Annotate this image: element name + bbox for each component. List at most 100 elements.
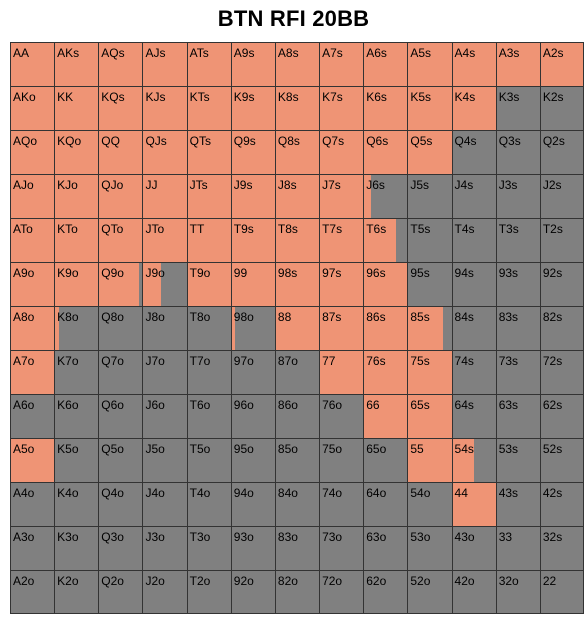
hand-cell-KQo: KQo bbox=[54, 130, 98, 174]
hand-cell-A8s: A8s bbox=[275, 42, 319, 86]
hand-cell-74o: 74o bbox=[319, 482, 363, 526]
hand-label: Q5o bbox=[101, 442, 124, 456]
hand-cell-J6s: J6s bbox=[363, 174, 407, 218]
hand-cell-52o: 52o bbox=[407, 570, 451, 614]
hand-cell-QQ: QQ bbox=[98, 130, 142, 174]
hand-cell-99: 99 bbox=[231, 262, 275, 306]
hand-cell-64o: 64o bbox=[363, 482, 407, 526]
hand-label: A2o bbox=[13, 574, 34, 588]
hand-cell-K7o: K7o bbox=[54, 350, 98, 394]
hand-label: Q2s bbox=[543, 134, 565, 148]
hand-label: JTo bbox=[145, 222, 164, 236]
hand-cell-T2s: T2s bbox=[540, 218, 584, 262]
hand-cell-J4s: J4s bbox=[452, 174, 496, 218]
hand-label: K3s bbox=[499, 90, 520, 104]
hand-cell-J4o: J4o bbox=[142, 482, 186, 526]
hand-label: KJs bbox=[145, 90, 165, 104]
hand-label: QQ bbox=[101, 134, 120, 148]
hand-cell-ATs: ATs bbox=[187, 42, 231, 86]
hand-cell-74s: 74s bbox=[452, 350, 496, 394]
hand-label: AQo bbox=[13, 134, 37, 148]
hand-cell-K8o: K8o bbox=[54, 306, 98, 350]
hand-label: 83o bbox=[278, 530, 298, 544]
hand-cell-A4o: A4o bbox=[10, 482, 54, 526]
hand-label: 94o bbox=[234, 486, 254, 500]
hand-label: J6s bbox=[366, 178, 385, 192]
hand-range-grid: AA AKs AQs AJs ATs A9s A8s A7s A6s A5s A4s A3s A2s AK… bbox=[10, 42, 584, 614]
hand-cell-K2s: K2s bbox=[540, 86, 584, 130]
hand-cell-T6o: T6o bbox=[187, 394, 231, 438]
hand-cell-Q9o: Q9o bbox=[98, 262, 142, 306]
hand-label: 87o bbox=[278, 354, 298, 368]
hand-label: TT bbox=[190, 222, 205, 236]
hand-cell-84o: 84o bbox=[275, 482, 319, 526]
hand-label: A9o bbox=[13, 266, 34, 280]
hand-cell-TT: TT bbox=[187, 218, 231, 262]
hand-cell-J3s: J3s bbox=[496, 174, 540, 218]
hand-cell-K3s: K3s bbox=[496, 86, 540, 130]
hand-cell-Q7s: Q7s bbox=[319, 130, 363, 174]
hand-label: J7o bbox=[145, 354, 164, 368]
hand-cell-KK: KK bbox=[54, 86, 98, 130]
hand-cell-K9s: K9s bbox=[231, 86, 275, 130]
hand-label: 98o bbox=[234, 310, 254, 324]
hand-label: T5o bbox=[190, 442, 211, 456]
hand-cell-32o: 32o bbox=[496, 570, 540, 614]
hand-label: 63s bbox=[499, 398, 518, 412]
hand-label: K9o bbox=[57, 266, 78, 280]
hand-cell-A7s: A7s bbox=[319, 42, 363, 86]
hand-label: 55 bbox=[410, 442, 423, 456]
hand-cell-Q4o: Q4o bbox=[98, 482, 142, 526]
hand-cell-98o: 98o bbox=[231, 306, 275, 350]
hand-cell-Q6o: Q6o bbox=[98, 394, 142, 438]
hand-cell-73s: 73s bbox=[496, 350, 540, 394]
hand-label: Q8s bbox=[278, 134, 300, 148]
hand-label: A2s bbox=[543, 46, 564, 60]
hand-cell-76s: 76s bbox=[363, 350, 407, 394]
hand-cell-54s: 54s bbox=[452, 438, 496, 482]
hand-label: T2o bbox=[190, 574, 211, 588]
hand-cell-JTo: JTo bbox=[142, 218, 186, 262]
hand-label: 65o bbox=[366, 442, 386, 456]
hand-label: T4s bbox=[455, 222, 475, 236]
hand-cell-K4s: K4s bbox=[452, 86, 496, 130]
hand-cell-53s: 53s bbox=[496, 438, 540, 482]
hand-cell-ATo: ATo bbox=[10, 218, 54, 262]
hand-label: 54s bbox=[455, 442, 474, 456]
hand-label: 53o bbox=[410, 530, 430, 544]
hand-cell-Q8s: Q8s bbox=[275, 130, 319, 174]
hand-label: A3o bbox=[13, 530, 34, 544]
hand-label: K7o bbox=[57, 354, 78, 368]
hand-cell-KJs: KJs bbox=[142, 86, 186, 130]
hand-label: A7o bbox=[13, 354, 34, 368]
hand-cell-65o: 65o bbox=[363, 438, 407, 482]
hand-label: T3o bbox=[190, 530, 211, 544]
hand-cell-64s: 64s bbox=[452, 394, 496, 438]
hand-cell-55: 55 bbox=[407, 438, 451, 482]
hand-cell-95s: 95s bbox=[407, 262, 451, 306]
hand-label: 98s bbox=[278, 266, 297, 280]
hand-cell-87o: 87o bbox=[275, 350, 319, 394]
hand-label: 72o bbox=[322, 574, 342, 588]
hand-cell-J2o: J2o bbox=[142, 570, 186, 614]
hand-label: J9s bbox=[234, 178, 253, 192]
hand-cell-94s: 94s bbox=[452, 262, 496, 306]
hand-label: T9o bbox=[190, 266, 211, 280]
hand-cell-AKs: AKs bbox=[54, 42, 98, 86]
hand-cell-Q7o: Q7o bbox=[98, 350, 142, 394]
hand-label: J3s bbox=[499, 178, 518, 192]
hand-label: K6s bbox=[366, 90, 387, 104]
hand-label: 74s bbox=[455, 354, 474, 368]
hand-label: K8o bbox=[57, 310, 78, 324]
hand-label: Q9o bbox=[101, 266, 124, 280]
hand-label: 43s bbox=[499, 486, 518, 500]
hand-label: T8o bbox=[190, 310, 211, 324]
hand-label: 62o bbox=[366, 574, 386, 588]
hand-cell-K6s: K6s bbox=[363, 86, 407, 130]
hand-cell-T7o: T7o bbox=[187, 350, 231, 394]
hand-cell-AKo: AKo bbox=[10, 86, 54, 130]
hand-cell-Q8o: Q8o bbox=[98, 306, 142, 350]
hand-label: QTs bbox=[190, 134, 211, 148]
hand-label: J6o bbox=[145, 398, 164, 412]
hand-cell-94o: 94o bbox=[231, 482, 275, 526]
